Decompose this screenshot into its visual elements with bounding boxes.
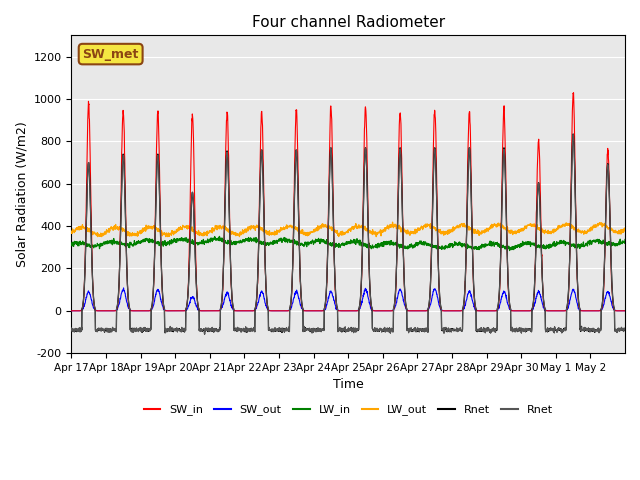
Title: Four channel Radiometer: Four channel Radiometer [252, 15, 445, 30]
Text: SW_met: SW_met [83, 48, 139, 60]
X-axis label: Time: Time [333, 378, 364, 392]
Legend: SW_in, SW_out, LW_in, LW_out, Rnet, Rnet: SW_in, SW_out, LW_in, LW_out, Rnet, Rnet [139, 400, 557, 420]
Y-axis label: Solar Radiation (W/m2): Solar Radiation (W/m2) [15, 121, 28, 267]
